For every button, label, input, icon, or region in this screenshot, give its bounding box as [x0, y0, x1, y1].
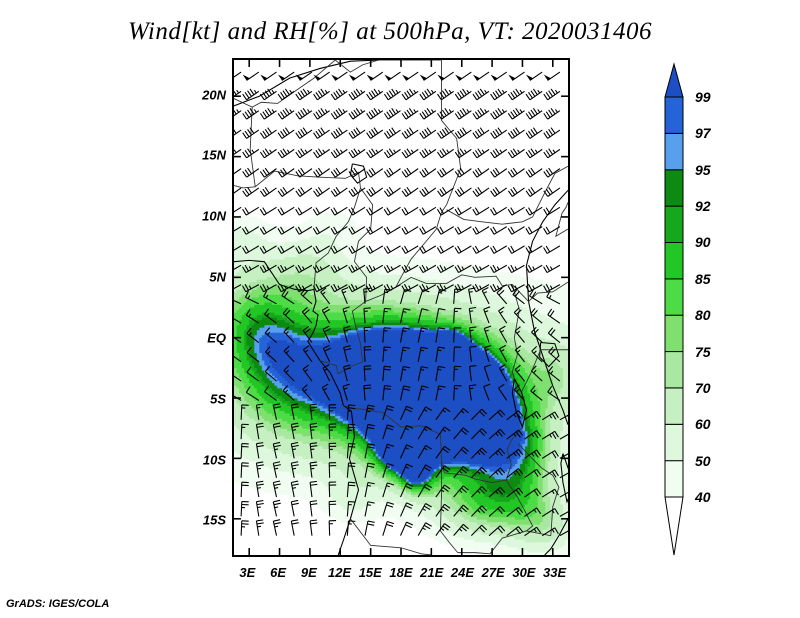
x-axis: 3E 6E 9E 12E 15E 18E 21E 24E 27E 30E 33E [232, 560, 570, 580]
y-axis: 20N 15N 10N 5N EQ 5S 10S 15S [190, 58, 226, 557]
x-tick-label: 18E [389, 565, 413, 580]
x-tick-label: 6E [270, 565, 287, 580]
colorbar-swatches [664, 62, 684, 556]
x-tick-label: 12E [327, 565, 352, 580]
wind-barb-layer [234, 71, 568, 537]
y-tick-label: EQ [207, 330, 226, 346]
colorbar-tick-label: 60 [695, 416, 711, 433]
colorbar-tick-label: 85 [695, 270, 711, 287]
y-tick-label: 10S [202, 452, 226, 468]
map-plot-area [232, 58, 570, 557]
y-tick-label: 15S [202, 512, 226, 528]
humidity-shading-layer [234, 60, 568, 555]
x-tick-label: 30E [512, 565, 536, 580]
x-tick-label: 15E [358, 565, 382, 580]
y-tick-label: 5N [209, 269, 226, 285]
colorbar: 40 50 60 70 75 80 85 90 92 95 97 99 [655, 62, 795, 557]
colorbar-tick-label: 92 [695, 198, 711, 215]
x-tick-label: 21E [420, 565, 444, 580]
y-tick-label: 5S [210, 391, 226, 407]
y-tick-label: 15N [202, 147, 226, 163]
colorbar-tick-label: 75 [695, 343, 711, 360]
colorbar-tick-label: 80 [695, 307, 711, 324]
x-tick-label: 24E [450, 565, 475, 580]
colorbar-tick-label: 95 [695, 161, 711, 178]
colorbar-tick-label: 97 [695, 125, 711, 142]
colorbar-tick-label: 90 [695, 234, 711, 251]
credit-label: GrADS: IGES/COLA [6, 598, 110, 610]
colorbar-tick-label: 40 [695, 489, 711, 505]
colorbar-tick-label: 70 [695, 379, 711, 396]
x-tick-label: 33E [543, 565, 567, 580]
colorbar-tick-label: 99 [695, 89, 711, 105]
page-title: Wind[kt] and RH[%] at 500hPa, VT: 202003… [127, 18, 653, 45]
x-tick-label: 9E [300, 565, 317, 580]
x-tick-label: 27E [481, 565, 505, 580]
y-tick-label: 20N [202, 87, 226, 102]
x-tick-label: 3E [239, 565, 256, 580]
y-tick-label: 10N [202, 208, 226, 224]
colorbar-tick-label: 50 [695, 452, 711, 469]
